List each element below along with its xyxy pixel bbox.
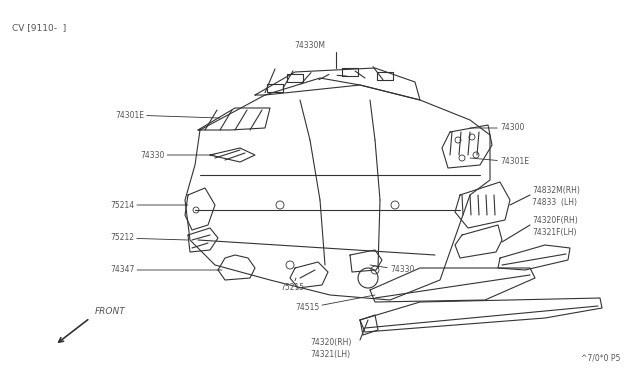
Text: 74330M: 74330M [294,42,326,51]
Text: 75212: 75212 [110,234,188,243]
Text: 74515: 74515 [295,295,375,312]
Text: 74330: 74330 [140,151,215,160]
Text: CV [9110-  ]: CV [9110- ] [12,23,67,32]
Text: 74832M(RH): 74832M(RH) [532,186,580,195]
Text: 74321F(LH): 74321F(LH) [532,228,577,237]
Text: 74347: 74347 [110,266,222,275]
Text: ^7/0*0 P5: ^7/0*0 P5 [580,353,620,362]
Text: 74321(LH): 74321(LH) [310,350,350,359]
Text: 74320F(RH): 74320F(RH) [532,215,578,224]
Text: FRONT: FRONT [95,308,125,317]
Text: 75214: 75214 [110,201,188,209]
Text: 74301E: 74301E [115,110,220,119]
Text: 74330: 74330 [370,265,414,275]
Text: 74833  (LH): 74833 (LH) [532,198,577,206]
Text: 74300: 74300 [470,124,524,132]
Text: 75215: 75215 [280,278,304,292]
Text: 74301E: 74301E [470,157,529,167]
Text: 74320(RH): 74320(RH) [310,337,351,346]
